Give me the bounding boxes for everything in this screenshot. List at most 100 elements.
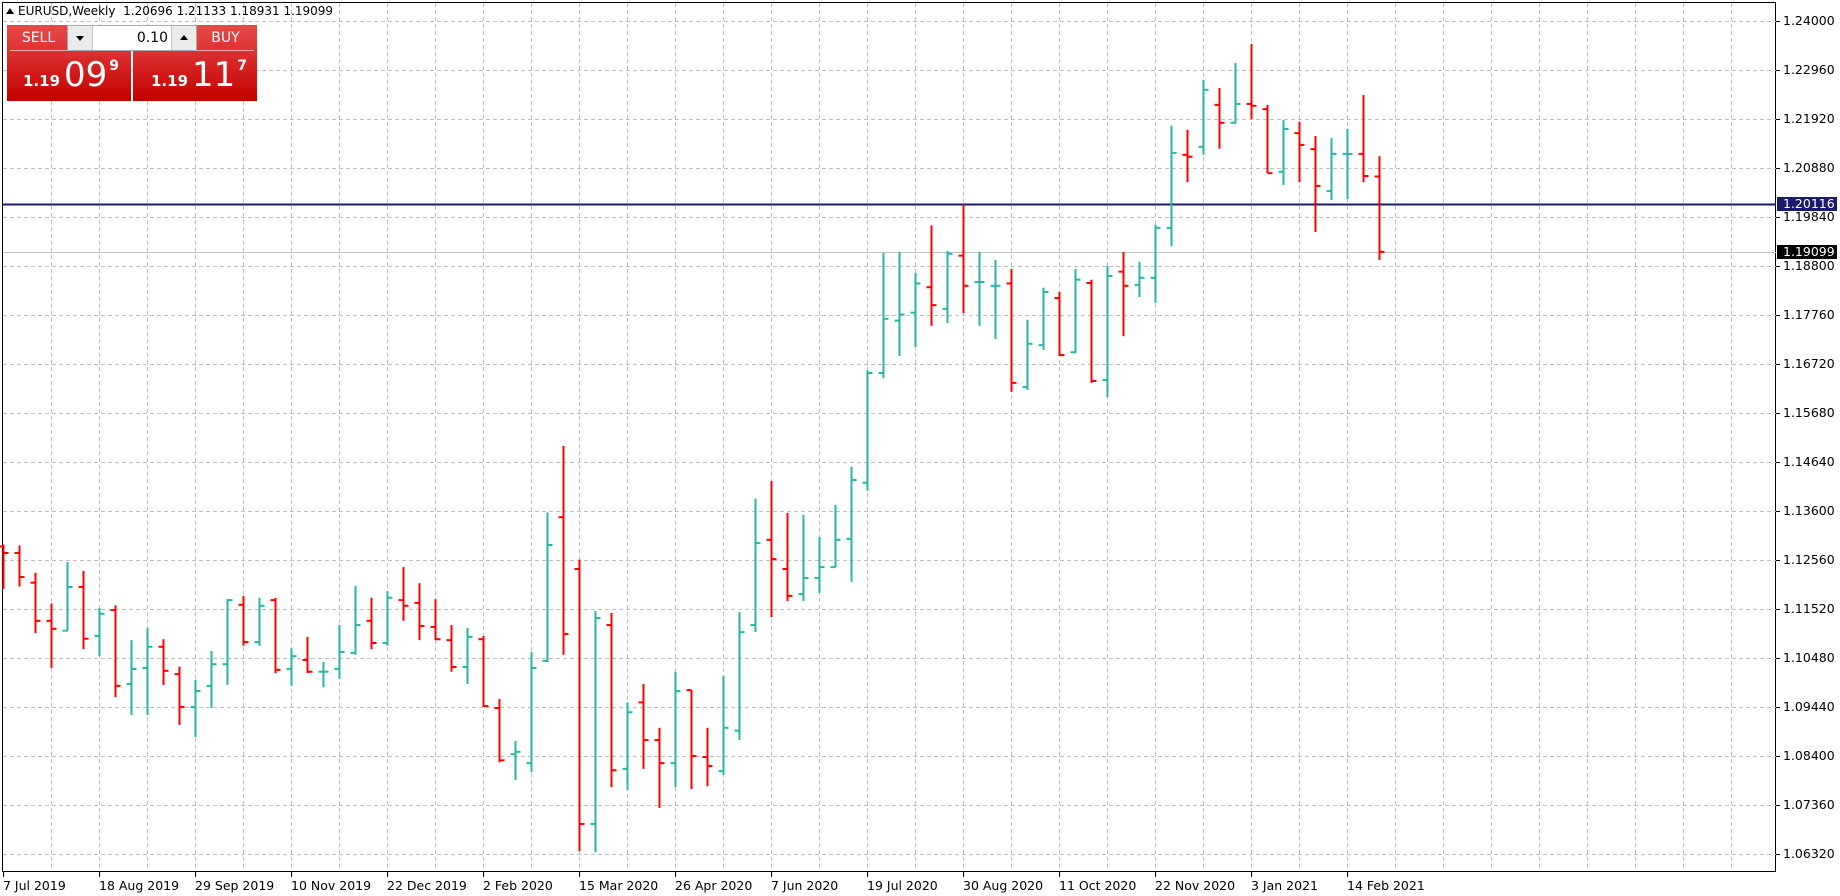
price-label: 1.10480: [1783, 650, 1835, 665]
date-label: 7 Jul 2019: [3, 878, 66, 893]
date-label: 22 Nov 2020: [1155, 878, 1236, 893]
price-label: 1.09440: [1783, 699, 1835, 714]
horizontal-line-price-tag: 1.20116: [1777, 197, 1837, 211]
ohlc-bar: [0, 544, 9, 589]
ohlc-bar: [766, 480, 777, 618]
date-label: 19 Jul 2020: [867, 878, 938, 893]
date-label: 15 Mar 2020: [579, 878, 659, 893]
sell-price-prefix: 1.19: [23, 72, 61, 90]
ohlc-bar: [1278, 119, 1289, 185]
ohlc-bar: [830, 504, 841, 569]
ohlc-bar: [782, 512, 793, 602]
buy-price-prefix: 1.19: [151, 72, 189, 90]
ohlc-bar: [366, 597, 377, 650]
price-label: 1.18800: [1783, 258, 1835, 273]
date-label: 2 Feb 2020: [483, 878, 553, 893]
date-label: 10 Nov 2019: [291, 878, 372, 893]
ohlc-bar: [926, 225, 937, 326]
symbol-timeframe: EURUSD,Weekly: [18, 4, 116, 18]
collapse-triangle-icon[interactable]: [6, 8, 14, 14]
lot-size-stepper[interactable]: [67, 25, 197, 51]
ohlc-bar: [798, 514, 809, 602]
ohlc-bar: [590, 610, 601, 853]
sell-button[interactable]: SELL: [10, 27, 67, 51]
ohlc-bar: [526, 651, 537, 773]
ohlc-bar: [558, 446, 569, 655]
chart-area[interactable]: [2, 2, 1776, 872]
ohlc-bar: [686, 689, 697, 790]
ohlc-bar: [574, 559, 585, 852]
ohlc-bar: [446, 625, 457, 672]
lot-increase-arrow-icon[interactable]: [171, 26, 196, 50]
price-label: 1.15680: [1783, 405, 1835, 420]
ohlc-bar: [1198, 79, 1209, 155]
ohlc-bar: [1086, 279, 1097, 383]
ohlc-bar: [334, 625, 345, 679]
ohlc-bar: [1022, 319, 1033, 390]
ohlc-bar: [1070, 268, 1081, 354]
date-label: 22 Dec 2019: [387, 878, 467, 893]
ohlc-bar: [1230, 62, 1241, 124]
ohlc-bar: [1374, 156, 1385, 260]
ohlc-bar: [606, 612, 617, 788]
ohlc-bar: [110, 605, 121, 698]
ohlc-bar: [894, 251, 905, 357]
price-label: 1.11520: [1783, 601, 1835, 616]
price-label: 1.20880: [1783, 160, 1835, 175]
ohlc-bar: [862, 370, 873, 491]
buy-button[interactable]: BUY: [197, 27, 254, 51]
ohlc-bar: [702, 727, 713, 787]
ohlc-bar: [270, 597, 281, 674]
lot-decrease-arrow-icon[interactable]: [68, 26, 93, 50]
ohlc-bar: [1006, 268, 1017, 392]
price-label: 1.14640: [1783, 454, 1835, 469]
price-label: 1.13600: [1783, 503, 1835, 518]
ohlc-bar: [734, 611, 745, 741]
sell-price[interactable]: 1.19 09 9: [23, 55, 119, 95]
ohlc-bar: [430, 599, 441, 641]
price-label: 1.07360: [1783, 797, 1835, 812]
buy-price[interactable]: 1.19 11 7: [151, 55, 247, 95]
ohlc-bar: [414, 583, 425, 641]
ohlc-bar: [1150, 224, 1161, 303]
ohlc-bar: [622, 702, 633, 790]
ohlc-bar: [654, 727, 665, 808]
ohlc-bar: [510, 740, 521, 781]
ohlc-bar: [78, 570, 89, 650]
ohlc-bar: [750, 498, 761, 633]
ohlc-bar: [206, 650, 217, 709]
price-label: 1.08400: [1783, 748, 1835, 763]
price-label: 1.22960: [1783, 62, 1835, 77]
ohlc-bar: [1102, 266, 1113, 398]
lot-size-input[interactable]: [93, 26, 172, 50]
date-label: 18 Aug 2019: [99, 878, 180, 893]
ohlc-bar: [1182, 129, 1193, 183]
ohlc-bar: [718, 675, 729, 775]
bid-price-tag: 1.19099: [1777, 245, 1837, 259]
ohlc-bar: [1326, 137, 1337, 201]
ohlc-bar: [398, 567, 409, 621]
ohlc-bar: [910, 273, 921, 348]
ohlc-bar: [462, 627, 473, 684]
ohlc-bar: [1294, 121, 1305, 183]
buy-price-pips: 11: [192, 55, 236, 95]
ohlc-bar: [638, 683, 649, 769]
date-label: 11 Oct 2020: [1059, 878, 1137, 893]
ohlc-bar: [1358, 94, 1369, 183]
ohlc-bar: [1118, 251, 1129, 337]
date-label: 14 Feb 2021: [1347, 878, 1425, 893]
ohlc-bar: [238, 595, 249, 646]
ohlc-bar: [318, 661, 329, 688]
ohlc-bar: [174, 666, 185, 725]
price-label: 1.19840: [1783, 209, 1835, 224]
ohlc-bar: [126, 640, 137, 716]
price-label: 1.21920: [1783, 111, 1835, 126]
ohlc-bar: [94, 608, 105, 657]
ohlc-bar: [542, 512, 553, 662]
buy-price-fraction: 7: [237, 58, 248, 74]
ohlc-bar: [62, 561, 73, 632]
ohlc-bar: [286, 648, 297, 686]
date-label: 26 Apr 2020: [675, 878, 753, 893]
price-label: 1.12560: [1783, 552, 1835, 567]
ohlc-bar: [958, 204, 969, 314]
